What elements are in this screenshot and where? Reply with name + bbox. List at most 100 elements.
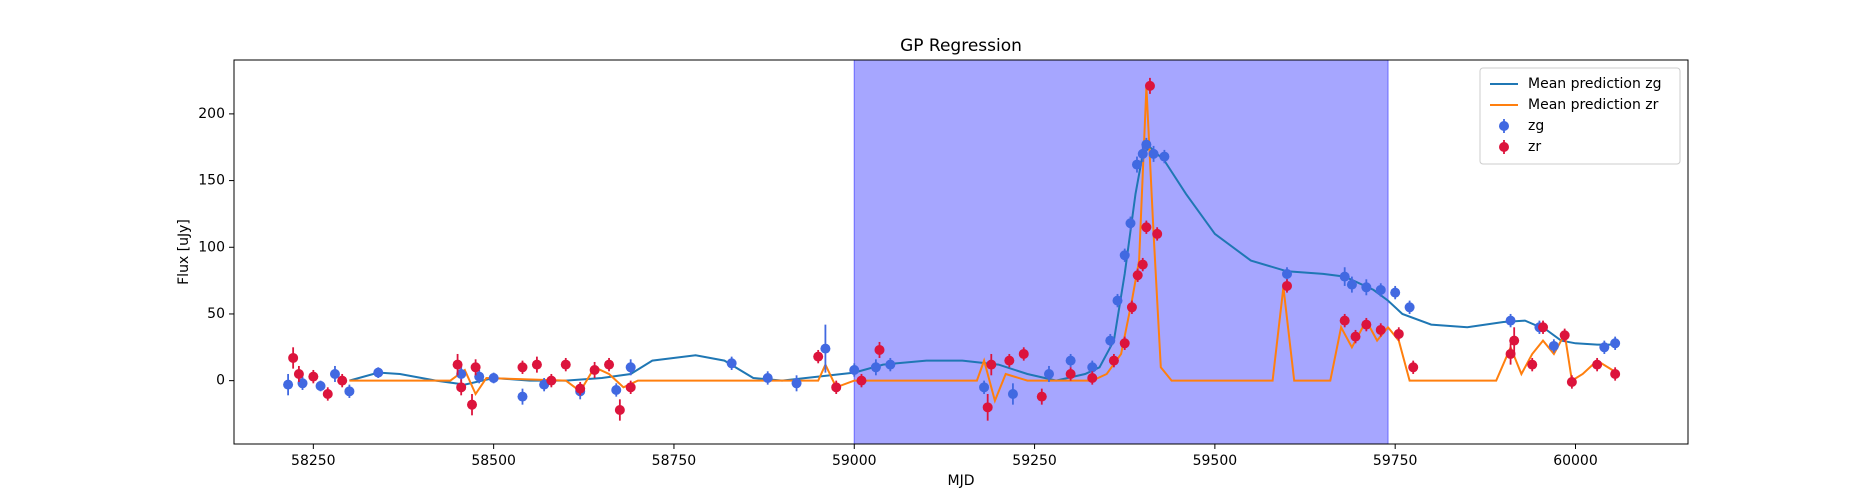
data-point — [1361, 282, 1372, 293]
data-point — [337, 375, 348, 386]
data-point — [283, 379, 294, 390]
data-point — [1125, 218, 1136, 229]
data-point — [517, 362, 528, 373]
data-point — [322, 388, 333, 399]
data-point — [625, 382, 636, 393]
data-point — [1393, 328, 1404, 339]
data-point — [1112, 295, 1123, 306]
x-tick-label: 59750 — [1373, 453, 1418, 469]
data-point — [470, 362, 481, 373]
data-point — [1065, 355, 1076, 366]
data-point — [1119, 250, 1130, 261]
plot-area — [283, 77, 1621, 421]
data-point — [1087, 362, 1098, 373]
data-point — [288, 352, 299, 363]
data-point — [546, 375, 557, 386]
data-point — [1375, 284, 1386, 295]
data-point — [1509, 335, 1520, 346]
data-point — [308, 371, 319, 382]
data-point — [1152, 228, 1163, 239]
y-tick-label: 50 — [207, 306, 225, 322]
y-tick-label: 150 — [198, 173, 225, 189]
data-point — [979, 382, 990, 393]
data-point — [1281, 280, 1292, 291]
x-axis-label: MJD — [948, 473, 975, 489]
x-tick-label: 58750 — [652, 453, 697, 469]
data-point — [1375, 324, 1386, 335]
data-point — [1159, 151, 1170, 162]
data-point — [831, 382, 842, 393]
data-point — [474, 371, 485, 382]
data-point — [1505, 348, 1516, 359]
data-point — [1131, 159, 1142, 170]
data-point — [456, 382, 467, 393]
data-point — [1065, 368, 1076, 379]
data-point — [1610, 368, 1621, 379]
data-point — [1036, 391, 1047, 402]
data-point — [575, 383, 586, 394]
data-point — [791, 378, 802, 389]
x-tick-label: 58250 — [291, 453, 336, 469]
data-point — [874, 344, 885, 355]
data-point — [1144, 80, 1155, 91]
x-tick-label: 59500 — [1193, 453, 1238, 469]
y-tick-label: 100 — [198, 239, 225, 255]
data-point — [1004, 355, 1015, 366]
data-point — [870, 362, 881, 373]
data-point — [986, 359, 997, 370]
data-point — [1610, 338, 1621, 349]
data-point — [373, 367, 384, 378]
data-point — [1599, 342, 1610, 353]
chart-title: GP Regression — [900, 36, 1022, 56]
data-point — [467, 399, 478, 410]
data-point — [1105, 335, 1116, 346]
data-point — [820, 343, 831, 354]
data-point — [1137, 259, 1148, 270]
x-tick-label: 59000 — [832, 453, 877, 469]
data-point — [1361, 319, 1372, 330]
data-point — [1119, 338, 1130, 349]
data-point — [1592, 359, 1603, 370]
data-point — [885, 359, 896, 370]
legend-swatch — [1499, 121, 1509, 131]
data-point — [293, 368, 304, 379]
data-point — [452, 359, 463, 370]
data-point — [614, 404, 625, 415]
legend-label: Mean prediction zr — [1528, 97, 1659, 113]
data-point — [1339, 315, 1350, 326]
data-point — [1137, 148, 1148, 159]
data-point — [589, 364, 600, 375]
data-point — [560, 359, 571, 370]
data-point — [849, 364, 860, 375]
data-point — [488, 372, 499, 383]
legend-label: zr — [1528, 139, 1541, 155]
mean-line — [349, 145, 1619, 386]
legend-label: zg — [1528, 118, 1544, 134]
data-point — [1538, 322, 1549, 333]
data-point — [762, 372, 773, 383]
data-point — [1108, 355, 1119, 366]
data-point — [1141, 139, 1152, 150]
data-point — [611, 384, 622, 395]
data-point — [329, 368, 340, 379]
data-point — [1527, 359, 1538, 370]
data-point — [1141, 222, 1152, 233]
data-point — [726, 358, 737, 369]
x-tick-label: 58500 — [471, 453, 516, 469]
legend-swatch — [1499, 142, 1509, 152]
y-tick-label: 0 — [216, 373, 225, 389]
legend-label: Mean prediction zg — [1528, 76, 1662, 92]
data-point — [1548, 340, 1559, 351]
data-point — [813, 351, 824, 362]
x-tick-label: 60000 — [1553, 453, 1598, 469]
data-point — [1346, 279, 1357, 290]
data-point — [1126, 302, 1137, 313]
data-point — [1087, 372, 1098, 383]
data-point — [1404, 302, 1415, 313]
data-point — [1566, 376, 1577, 387]
data-point — [531, 359, 542, 370]
data-point — [1339, 271, 1350, 282]
data-point — [1390, 287, 1401, 298]
data-point — [1408, 362, 1419, 373]
